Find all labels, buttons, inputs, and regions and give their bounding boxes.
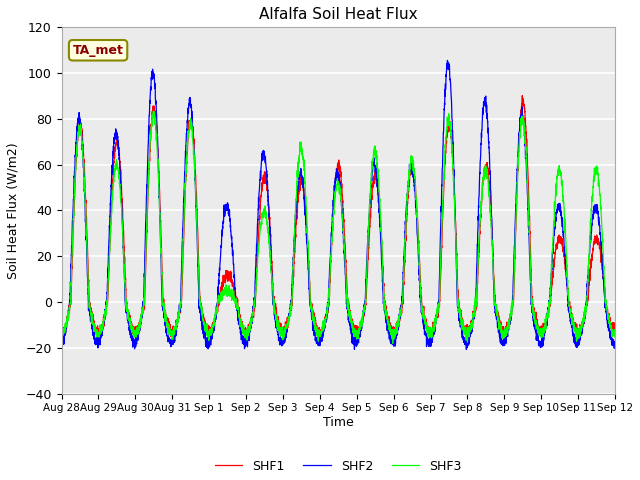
SHF1: [485, 179, 493, 184]
Line: SHF3: SHF3: [61, 111, 615, 343]
SHF2: [230, 261, 237, 267]
SHF1: [611, 328, 619, 334]
SHF2: [444, 58, 451, 63]
Legend: SHF1, SHF2, SHF3: SHF1, SHF2, SHF3: [210, 455, 467, 478]
SHF3: [58, 336, 65, 341]
SHF2: [93, 339, 100, 345]
SHF1: [124, 312, 132, 318]
SHF3: [93, 331, 100, 337]
SHF2: [58, 344, 65, 349]
Y-axis label: Soil Heat Flux (W/m2): Soil Heat Flux (W/m2): [7, 142, 20, 279]
SHF1: [518, 93, 526, 98]
SHF1: [96, 337, 104, 343]
SHF3: [389, 340, 397, 346]
SHF2: [440, 121, 448, 127]
SHF2: [124, 319, 132, 324]
SHF2: [485, 150, 493, 156]
SHF2: [463, 347, 470, 352]
Text: TA_met: TA_met: [73, 44, 124, 57]
SHF1: [440, 178, 448, 184]
Line: SHF2: SHF2: [61, 60, 615, 349]
SHF2: [611, 339, 619, 345]
SHF1: [124, 307, 131, 313]
SHF3: [230, 298, 237, 304]
Line: SHF1: SHF1: [61, 96, 615, 340]
X-axis label: Time: Time: [323, 416, 354, 429]
SHF3: [124, 316, 132, 322]
Title: Alfalfa Soil Heat Flux: Alfalfa Soil Heat Flux: [259, 7, 418, 22]
SHF3: [611, 335, 619, 340]
SHF3: [440, 164, 448, 169]
SHF1: [93, 329, 100, 335]
SHF3: [150, 108, 157, 114]
SHF2: [124, 317, 131, 323]
SHF1: [58, 329, 65, 335]
SHF3: [485, 193, 493, 199]
SHF1: [230, 286, 237, 291]
SHF3: [124, 309, 131, 314]
